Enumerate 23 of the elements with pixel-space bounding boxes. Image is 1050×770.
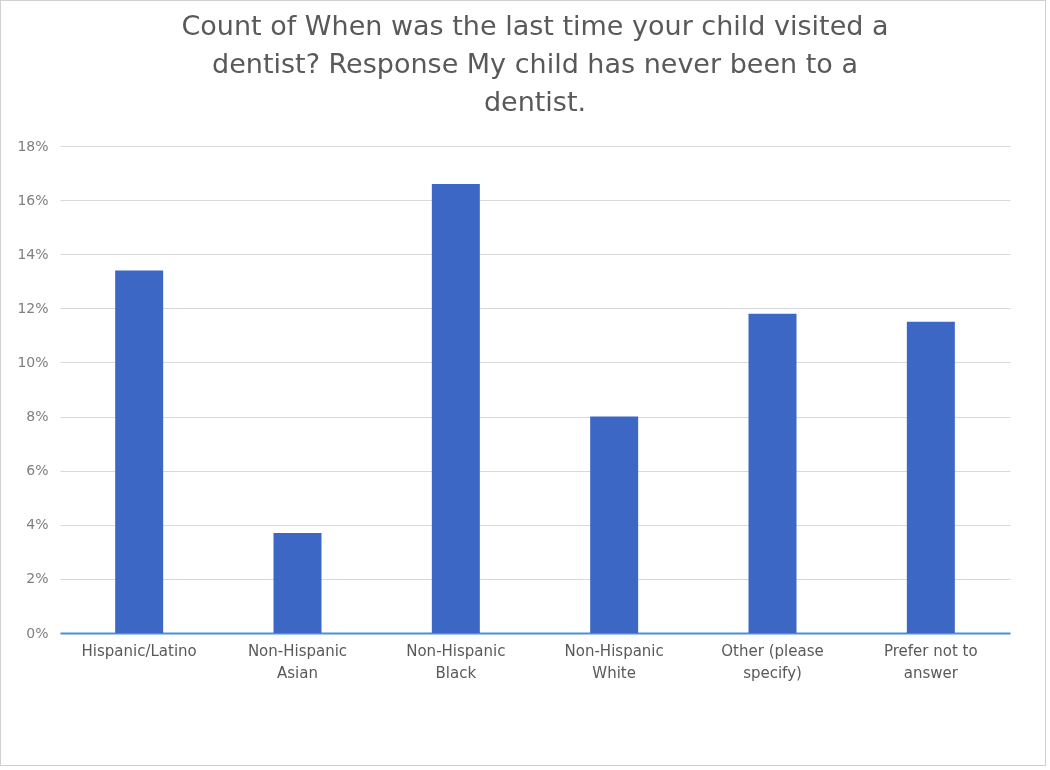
x-tick-label: Non-Hispanic Black bbox=[406, 641, 506, 682]
y-tick-label: 8% bbox=[26, 408, 49, 425]
y-tick-label: 14% bbox=[17, 245, 49, 262]
bar bbox=[748, 313, 797, 633]
x-tick-label: Non-Hispanic White bbox=[564, 641, 664, 682]
x-tick-label: Hispanic/Latino bbox=[81, 641, 197, 660]
bar bbox=[273, 532, 322, 633]
bar bbox=[590, 416, 639, 633]
bar bbox=[115, 270, 164, 633]
x-tick-label: Other (please specify) bbox=[721, 641, 824, 682]
y-tick-label: 6% bbox=[26, 462, 49, 479]
y-tick-label: 16% bbox=[17, 191, 49, 208]
y-tick-label: 2% bbox=[26, 570, 49, 587]
y-tick-label: 0% bbox=[26, 624, 49, 641]
y-tick-label: 12% bbox=[17, 299, 49, 316]
x-tick-label: Non-Hispanic Asian bbox=[247, 641, 348, 682]
y-tick-label: 10% bbox=[17, 353, 49, 370]
y-tick-label: 18% bbox=[17, 137, 49, 154]
bar bbox=[906, 321, 955, 633]
x-tick-label: Prefer not to answer bbox=[883, 641, 978, 682]
chart-title: Count of When was the last time your child visited a dentist? Response My child has never been to a dentist. bbox=[181, 10, 889, 117]
y-tick-label: 4% bbox=[26, 516, 49, 533]
bar bbox=[431, 183, 480, 633]
